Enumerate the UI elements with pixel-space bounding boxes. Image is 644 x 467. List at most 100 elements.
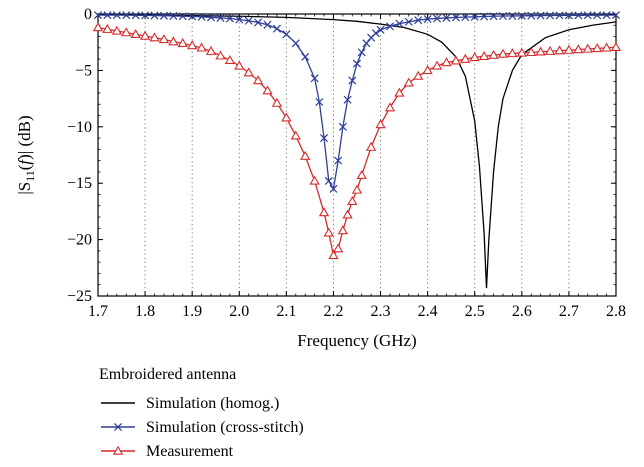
- cross-marker: [291, 39, 300, 48]
- legend-item: Simulation (homog.): [101, 395, 279, 412]
- triangle-marker: [582, 43, 593, 53]
- cross-marker: [357, 48, 366, 57]
- cross-marker: [216, 13, 225, 22]
- triangle-marker: [234, 60, 245, 70]
- legend-label: Measurement: [146, 443, 234, 460]
- triangle-marker: [516, 47, 527, 57]
- triangle-marker: [262, 85, 273, 95]
- cross-marker: [93, 11, 103, 20]
- cross-marker: [574, 11, 583, 20]
- triangle-marker: [323, 227, 334, 237]
- cross-marker: [188, 12, 197, 21]
- triangle-marker: [158, 34, 170, 44]
- y-axis-label-pre: |S: [15, 182, 34, 195]
- cross-marker: [470, 12, 479, 21]
- x-tick-label: 2.4: [418, 303, 438, 320]
- triangle-marker: [168, 36, 179, 46]
- triangle-marker: [333, 243, 344, 253]
- cross-marker: [555, 11, 564, 20]
- triangle-marker: [187, 40, 198, 50]
- x-tick-label: 2.8: [606, 303, 626, 320]
- cross-marker: [461, 13, 470, 22]
- y-tick-label: −5: [75, 62, 92, 79]
- cross-marker: [324, 176, 333, 185]
- plot-area: 1.7 1.8 1.9 2.0 2.1 2.2 2.3 2.4 2.5 2.6 2.7 2.8 0 −5 −…: [67, 6, 626, 320]
- series-line: [97, 26, 617, 258]
- legend: Embroidered antenna Simulation (homog.) S…: [99, 366, 304, 460]
- triangle-marker: [281, 112, 292, 122]
- triangle-marker: [450, 55, 462, 65]
- triangle-marker: [318, 207, 330, 217]
- y-tick-label: −20: [67, 232, 92, 249]
- triangle-marker: [337, 225, 349, 235]
- triangle-marker: [365, 141, 377, 151]
- cross-marker: [282, 30, 291, 39]
- y-tick-label: −10: [67, 119, 92, 136]
- triangle-marker: [413, 70, 424, 80]
- triangle-marker: [351, 184, 363, 194]
- triangle-marker: [488, 49, 499, 59]
- cross-marker: [564, 11, 573, 20]
- cross-marker: [489, 12, 498, 21]
- cross-marker: [611, 11, 621, 20]
- triangle-marker: [497, 48, 509, 58]
- triangle-marker: [102, 23, 113, 33]
- triangle-marker: [375, 119, 386, 129]
- cross-marker: [263, 20, 272, 29]
- y-axis-label-post: )| (dB): [15, 115, 34, 159]
- triangle-marker: [111, 25, 122, 35]
- cross-marker: [206, 13, 216, 22]
- cross-marker: [583, 11, 592, 20]
- cross-marker: [150, 11, 159, 20]
- triangle-marker: [422, 65, 433, 75]
- cross-marker: [352, 59, 362, 68]
- cross-marker: [423, 15, 432, 24]
- cross-marker: [112, 11, 121, 20]
- cross-marker: [169, 11, 178, 20]
- legend-label: Simulation (homog.): [146, 395, 279, 412]
- triangle-marker: [309, 175, 320, 185]
- triangle-marker: [121, 27, 132, 37]
- cross-marker: [395, 19, 404, 28]
- triangle-marker: [215, 50, 226, 60]
- series-layer: [92, 11, 622, 289]
- axis-ticks: 1.7 1.8 1.9 2.0 2.1 2.2 2.3 2.4 2.5 2.6 2.7 2.8 0 −5 −…: [67, 6, 626, 320]
- cross-marker: [197, 12, 206, 21]
- cross-marker: [371, 29, 380, 38]
- legend-title: Embroidered antenna: [99, 366, 236, 383]
- cross-marker: [414, 16, 423, 25]
- triangle-marker: [610, 41, 622, 51]
- cross-marker: [159, 11, 168, 20]
- cross-marker: [320, 134, 329, 143]
- cross-marker: [593, 11, 602, 20]
- triangle-marker: [252, 75, 264, 85]
- triangle-marker: [300, 150, 311, 160]
- plot-frame: [97, 13, 617, 297]
- cross-marker: [376, 25, 385, 34]
- cross-marker: [404, 17, 413, 26]
- cross-marker: [301, 52, 310, 61]
- cross-marker: [334, 156, 343, 165]
- cross-marker: [272, 24, 281, 33]
- triangle-marker: [573, 44, 584, 54]
- triangle-marker: [196, 42, 207, 52]
- series-simulation-homog: [97, 13, 617, 289]
- x-tick-label: 2.1: [276, 303, 296, 320]
- triangle-marker: [526, 47, 537, 57]
- cross-marker: [348, 76, 357, 85]
- triangle-marker: [92, 22, 104, 32]
- cross-marker: [362, 39, 371, 48]
- triangle-marker: [469, 52, 480, 62]
- triangle-marker: [224, 54, 236, 64]
- triangle-marker: [478, 50, 490, 60]
- cross-marker: [225, 14, 234, 23]
- cross-marker: [141, 11, 150, 20]
- cross-marker: [329, 184, 338, 193]
- triangle-marker: [394, 87, 405, 97]
- triangle-marker: [149, 32, 160, 42]
- y-axis-label: |S11(f)| (dB): [15, 115, 37, 194]
- x-tick-label: 2.7: [559, 303, 579, 320]
- triangle-marker: [347, 195, 358, 205]
- y-axis-label-mid: (: [15, 164, 34, 170]
